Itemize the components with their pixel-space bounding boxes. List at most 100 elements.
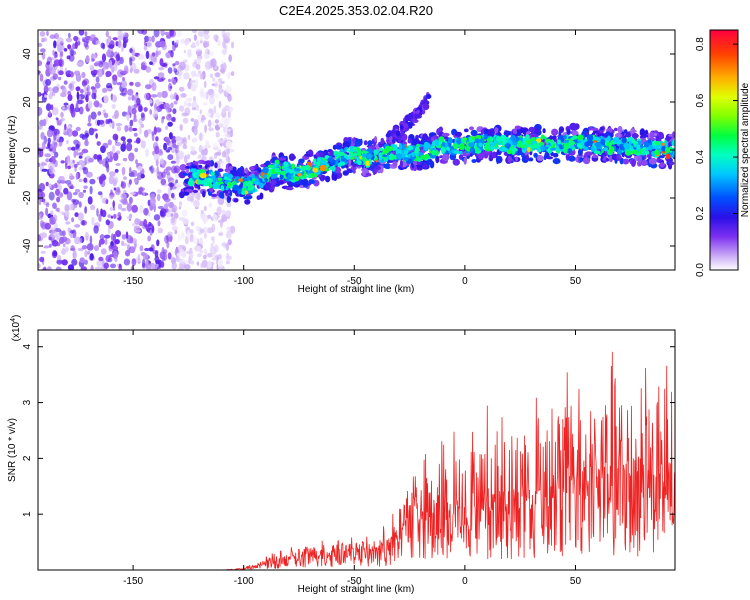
spectrogram-noise-blob: [67, 264, 75, 270]
spectrogram-noise-blob: [183, 49, 187, 54]
spectrogram-noise-blob: [171, 40, 175, 46]
spectrogram-noise-blob: [151, 82, 157, 91]
spectrogram-noise-blob: [38, 234, 42, 242]
spectrogram-trace-blob: [331, 172, 335, 181]
spectrogram-trace-blob: [382, 154, 388, 158]
spectrogram-trace-blob: [568, 140, 575, 146]
spectrogram-noise-blob: [152, 249, 159, 255]
spectrogram-trace-blob: [555, 146, 560, 151]
spectrogram-noise-blob: [146, 39, 152, 48]
spectrogram-noise-blob: [39, 256, 45, 263]
spectrogram-noise-blob: [153, 108, 159, 118]
spectrogram-noise-blob: [227, 117, 232, 121]
spectrogram-noise-blob: [40, 250, 46, 254]
spectrogram-noise-blob: [170, 192, 175, 199]
snr-x-tick-label: -150: [123, 576, 143, 587]
spectrogram-noise-blob: [45, 78, 52, 86]
spectrogram-noise-blob: [225, 243, 230, 251]
spectrogram-trace-blob: [537, 149, 542, 153]
spectrogram-noise-blob: [76, 150, 79, 156]
spectrogram-noise-blob: [149, 109, 153, 115]
spectrogram-noise-blob: [208, 88, 215, 98]
spectrogram-noise-blob: [132, 223, 136, 227]
spectrogram-noise-blob: [38, 60, 43, 67]
spectrogram-noise-blob: [76, 71, 80, 78]
spectrogram-noise-blob: [42, 118, 47, 127]
spectrogram-noise-blob: [128, 246, 136, 254]
spectrogram-noise-blob: [196, 191, 201, 201]
spectrogram-trace-blob: [514, 125, 522, 130]
spectrogram-noise-blob: [165, 51, 172, 59]
spectrogram-noise-blob: [105, 199, 109, 205]
spectrogram-noise-blob: [155, 159, 159, 167]
spectrogram-noise-blob: [122, 243, 128, 247]
spectrogram-x-tick-label: 0: [462, 276, 468, 287]
spectrogram-trace-blob: [405, 127, 410, 131]
spectrogram-noise-blob: [69, 185, 75, 190]
spectrogram-trace-blob: [217, 168, 224, 172]
spectrogram-noise-blob: [157, 220, 161, 227]
spectrogram-noise-blob: [116, 126, 122, 132]
spectrogram-trace-blob: [487, 128, 495, 136]
spectrogram-noise-blob: [148, 99, 153, 104]
spectrogram-noise-blob: [100, 42, 105, 49]
spectrogram-noise-blob: [39, 73, 44, 82]
spectrogram-noise-blob: [56, 207, 60, 213]
spectrogram-noise-blob: [155, 260, 161, 264]
spectrogram-noise-blob: [107, 214, 111, 218]
spectrogram-trace-blob: [407, 121, 414, 126]
spectrogram-trace-blob: [511, 147, 518, 152]
spectrogram-noise-blob: [58, 210, 64, 215]
spectrogram-noise-blob: [148, 221, 152, 227]
spectrogram-noise-blob: [212, 77, 216, 82]
spectrogram-trace-blob: [400, 125, 404, 130]
spectrogram-noise-blob: [171, 262, 177, 270]
spectrogram-trace-blob: [506, 149, 513, 155]
spectrogram-noise-blob: [91, 216, 95, 226]
snr-x-tick-label: -50: [347, 576, 362, 587]
spectrogram-noise-blob: [111, 66, 115, 73]
spectrogram-noise-blob: [50, 104, 54, 111]
spectrogram-trace-blob: [217, 177, 223, 182]
spectrogram-noise-blob: [122, 77, 125, 81]
spectrogram-trace-blob: [352, 169, 356, 174]
spectrogram-noise-blob: [140, 140, 146, 149]
spectrogram-noise-blob: [97, 68, 104, 78]
spectrogram-noise-blob: [64, 123, 67, 130]
spectrogram-trace-blob: [411, 152, 415, 157]
spectrogram-noise-blob: [70, 233, 74, 238]
spectrogram-noise-blob: [192, 236, 198, 244]
spectrogram-trace-blob: [254, 171, 260, 176]
spectrogram-trace-blob: [350, 165, 357, 171]
spectrogram-trace-blob: [528, 157, 534, 162]
spectrogram-noise-blob: [71, 146, 76, 151]
spectrogram-trace-blob: [566, 128, 571, 135]
spectrogram-trace-blob: [378, 143, 384, 148]
spectrogram-noise-blob: [40, 232, 47, 239]
spectrogram-noise-blob: [75, 143, 80, 149]
spectrogram-trace-blob: [586, 134, 594, 142]
spectrogram-noise-blob: [72, 250, 77, 260]
spectrogram-noise-blob: [74, 212, 79, 218]
spectrogram-noise-blob: [99, 234, 105, 240]
spectrogram-noise-blob: [67, 146, 72, 151]
spectrogram-trace-blob: [463, 157, 467, 165]
spectrogram-trace-blob: [204, 160, 213, 166]
spectrogram-noise-blob: [135, 159, 138, 165]
spectrogram-noise-blob: [71, 130, 79, 137]
spectrogram-noise-blob: [93, 62, 99, 67]
spectrogram-noise-blob: [74, 224, 81, 228]
spectrogram-trace-blob: [631, 150, 639, 155]
spectrogram-noise-blob: [86, 91, 91, 96]
spectrogram-noise-blob: [101, 53, 107, 62]
spectrogram-trace-blob: [648, 157, 657, 165]
spectrogram-noise-blob: [158, 50, 161, 55]
spectrogram-noise-blob: [97, 111, 102, 116]
spectrogram-trace-blob: [583, 147, 589, 151]
spectrogram-trace-blob: [373, 149, 379, 155]
spectrogram-noise-blob: [169, 93, 174, 100]
spectrogram-noise-blob: [218, 232, 224, 237]
spectrogram-trace-blob: [477, 154, 485, 160]
spectrogram-noise-blob: [126, 142, 133, 152]
spectrogram-noise-blob: [98, 176, 104, 185]
